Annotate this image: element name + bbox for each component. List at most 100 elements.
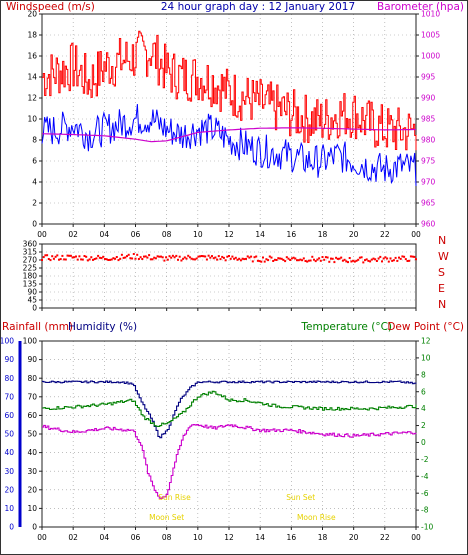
wind-direction-point: [319, 259, 322, 262]
wind-direction-point: [379, 255, 382, 258]
wind-direction-point: [86, 259, 89, 262]
wind-direction-point: [375, 260, 378, 262]
rainfall-tick-label: 90: [4, 355, 14, 364]
wind-direction-point: [85, 255, 88, 258]
y2-tick-label: 980: [421, 136, 436, 145]
y2-tick-label: 1010: [421, 10, 440, 19]
y2-tick-label: 995: [421, 73, 436, 82]
y-tick-label: 90: [27, 355, 37, 364]
wind-direction-point: [117, 259, 120, 262]
wind-direction-point: [68, 254, 71, 257]
x-tick-label: 10: [193, 533, 203, 542]
wind-direction-point: [340, 256, 343, 259]
series-humidity: [42, 380, 417, 439]
wind-direction-point: [75, 255, 77, 258]
wind-direction-point: [236, 258, 239, 261]
wind-direction-point: [245, 257, 247, 260]
wind-direction-point: [61, 254, 64, 257]
y-tick-label: 10: [27, 115, 37, 124]
wind-direction-point: [205, 258, 208, 261]
wind-direction-point: [335, 256, 338, 259]
wind-direction-point: [107, 259, 110, 261]
wind-direction-point: [52, 257, 55, 260]
wind-direction-point: [93, 258, 96, 260]
y-tick-label: 0: [32, 304, 37, 313]
wind-direction-point: [396, 259, 399, 262]
wind-direction-point: [76, 258, 79, 261]
wind-direction-point: [46, 254, 49, 257]
wind-direction-point: [357, 258, 360, 261]
y2-tick-label: 12: [421, 337, 431, 346]
wind-direction-point: [216, 258, 219, 261]
wind-direction-point: [195, 257, 198, 260]
wind-direction-point: [306, 260, 309, 263]
wind-direction-point: [360, 256, 363, 259]
x-tick-label: 14: [255, 230, 265, 239]
wind-direction-point: [209, 256, 212, 259]
x-tick-label: 20: [349, 230, 359, 239]
y-tick-label: 6: [32, 157, 37, 166]
y-tick-label: 360: [23, 240, 38, 249]
wind-direction-point: [272, 260, 275, 262]
series-temperature: [42, 390, 417, 427]
y2-tick-label: -6: [421, 489, 429, 498]
wind-direction-point: [372, 257, 375, 260]
wind-direction-point: [47, 258, 50, 260]
y-tick-label: 10: [27, 504, 37, 513]
wind-direction-point: [323, 258, 326, 261]
wind-direction-point: [161, 256, 164, 259]
wind-direction-point: [330, 257, 332, 260]
wind-direction-point: [415, 258, 417, 261]
wind-direction-point: [301, 259, 304, 262]
annotation-label: Moon Rise: [297, 513, 336, 522]
wind-direction-point: [212, 257, 215, 260]
wind-direction-point: [156, 255, 159, 258]
wind-direction-point: [377, 257, 380, 260]
x-tick-label: 16: [287, 230, 297, 239]
rainfall-tick-label: 30: [4, 467, 14, 476]
wind-direction-point: [115, 256, 118, 258]
wind-direction-point: [398, 256, 400, 259]
x-tick-label: 04: [100, 230, 110, 239]
wind-direction-point: [413, 255, 416, 258]
wind-direction-point: [243, 258, 246, 261]
wind-direction-point: [401, 255, 404, 258]
y2-tick-label: 0: [421, 438, 426, 447]
x-tick-label: 06: [131, 533, 141, 542]
wind-direction-point: [146, 256, 149, 259]
wind-direction-point: [394, 256, 397, 259]
y-tick-label: 8: [32, 136, 37, 145]
wind-direction-point: [273, 258, 276, 261]
wind-pressure-panel: 0246810121416182096096597097598098599099…: [27, 10, 440, 239]
x-tick-label: 02: [68, 230, 78, 239]
wind-direction-point: [389, 257, 392, 260]
x-tick-label: 20: [349, 533, 359, 542]
y-tick-label: 60: [27, 411, 37, 420]
wind-direction-point: [362, 261, 365, 264]
wind-direction-point: [381, 260, 383, 263]
y-tick-label: 40: [27, 448, 37, 457]
y2-tick-label: 965: [421, 199, 436, 208]
x-tick-label: 00: [37, 230, 47, 239]
y2-tick-label: 975: [421, 157, 436, 166]
wind-direction-point: [204, 255, 207, 258]
wind-direction-point: [314, 260, 317, 263]
wind-direction-point: [49, 259, 52, 262]
wind-direction-point: [307, 259, 310, 262]
wind-direction-point: [265, 258, 268, 261]
wind-direction-point: [175, 254, 178, 257]
wind-direction-point: [292, 256, 295, 259]
wind-direction-point: [345, 260, 348, 263]
humidity-temperature-panel: 0102030405060708090100-10-8-6-4-20246810…: [0, 337, 433, 542]
wind-direction-point: [268, 255, 271, 258]
compass-label: N: [438, 298, 446, 311]
wind-direction-point: [98, 256, 101, 259]
wind-direction-point: [171, 254, 174, 257]
wind-direction-point: [95, 257, 98, 260]
wind-direction-point: [296, 259, 298, 262]
wind-direction-point: [151, 258, 154, 261]
wind-direction-point: [44, 254, 47, 257]
wind-direction-point: [129, 257, 132, 260]
wind-direction-point: [358, 256, 361, 259]
